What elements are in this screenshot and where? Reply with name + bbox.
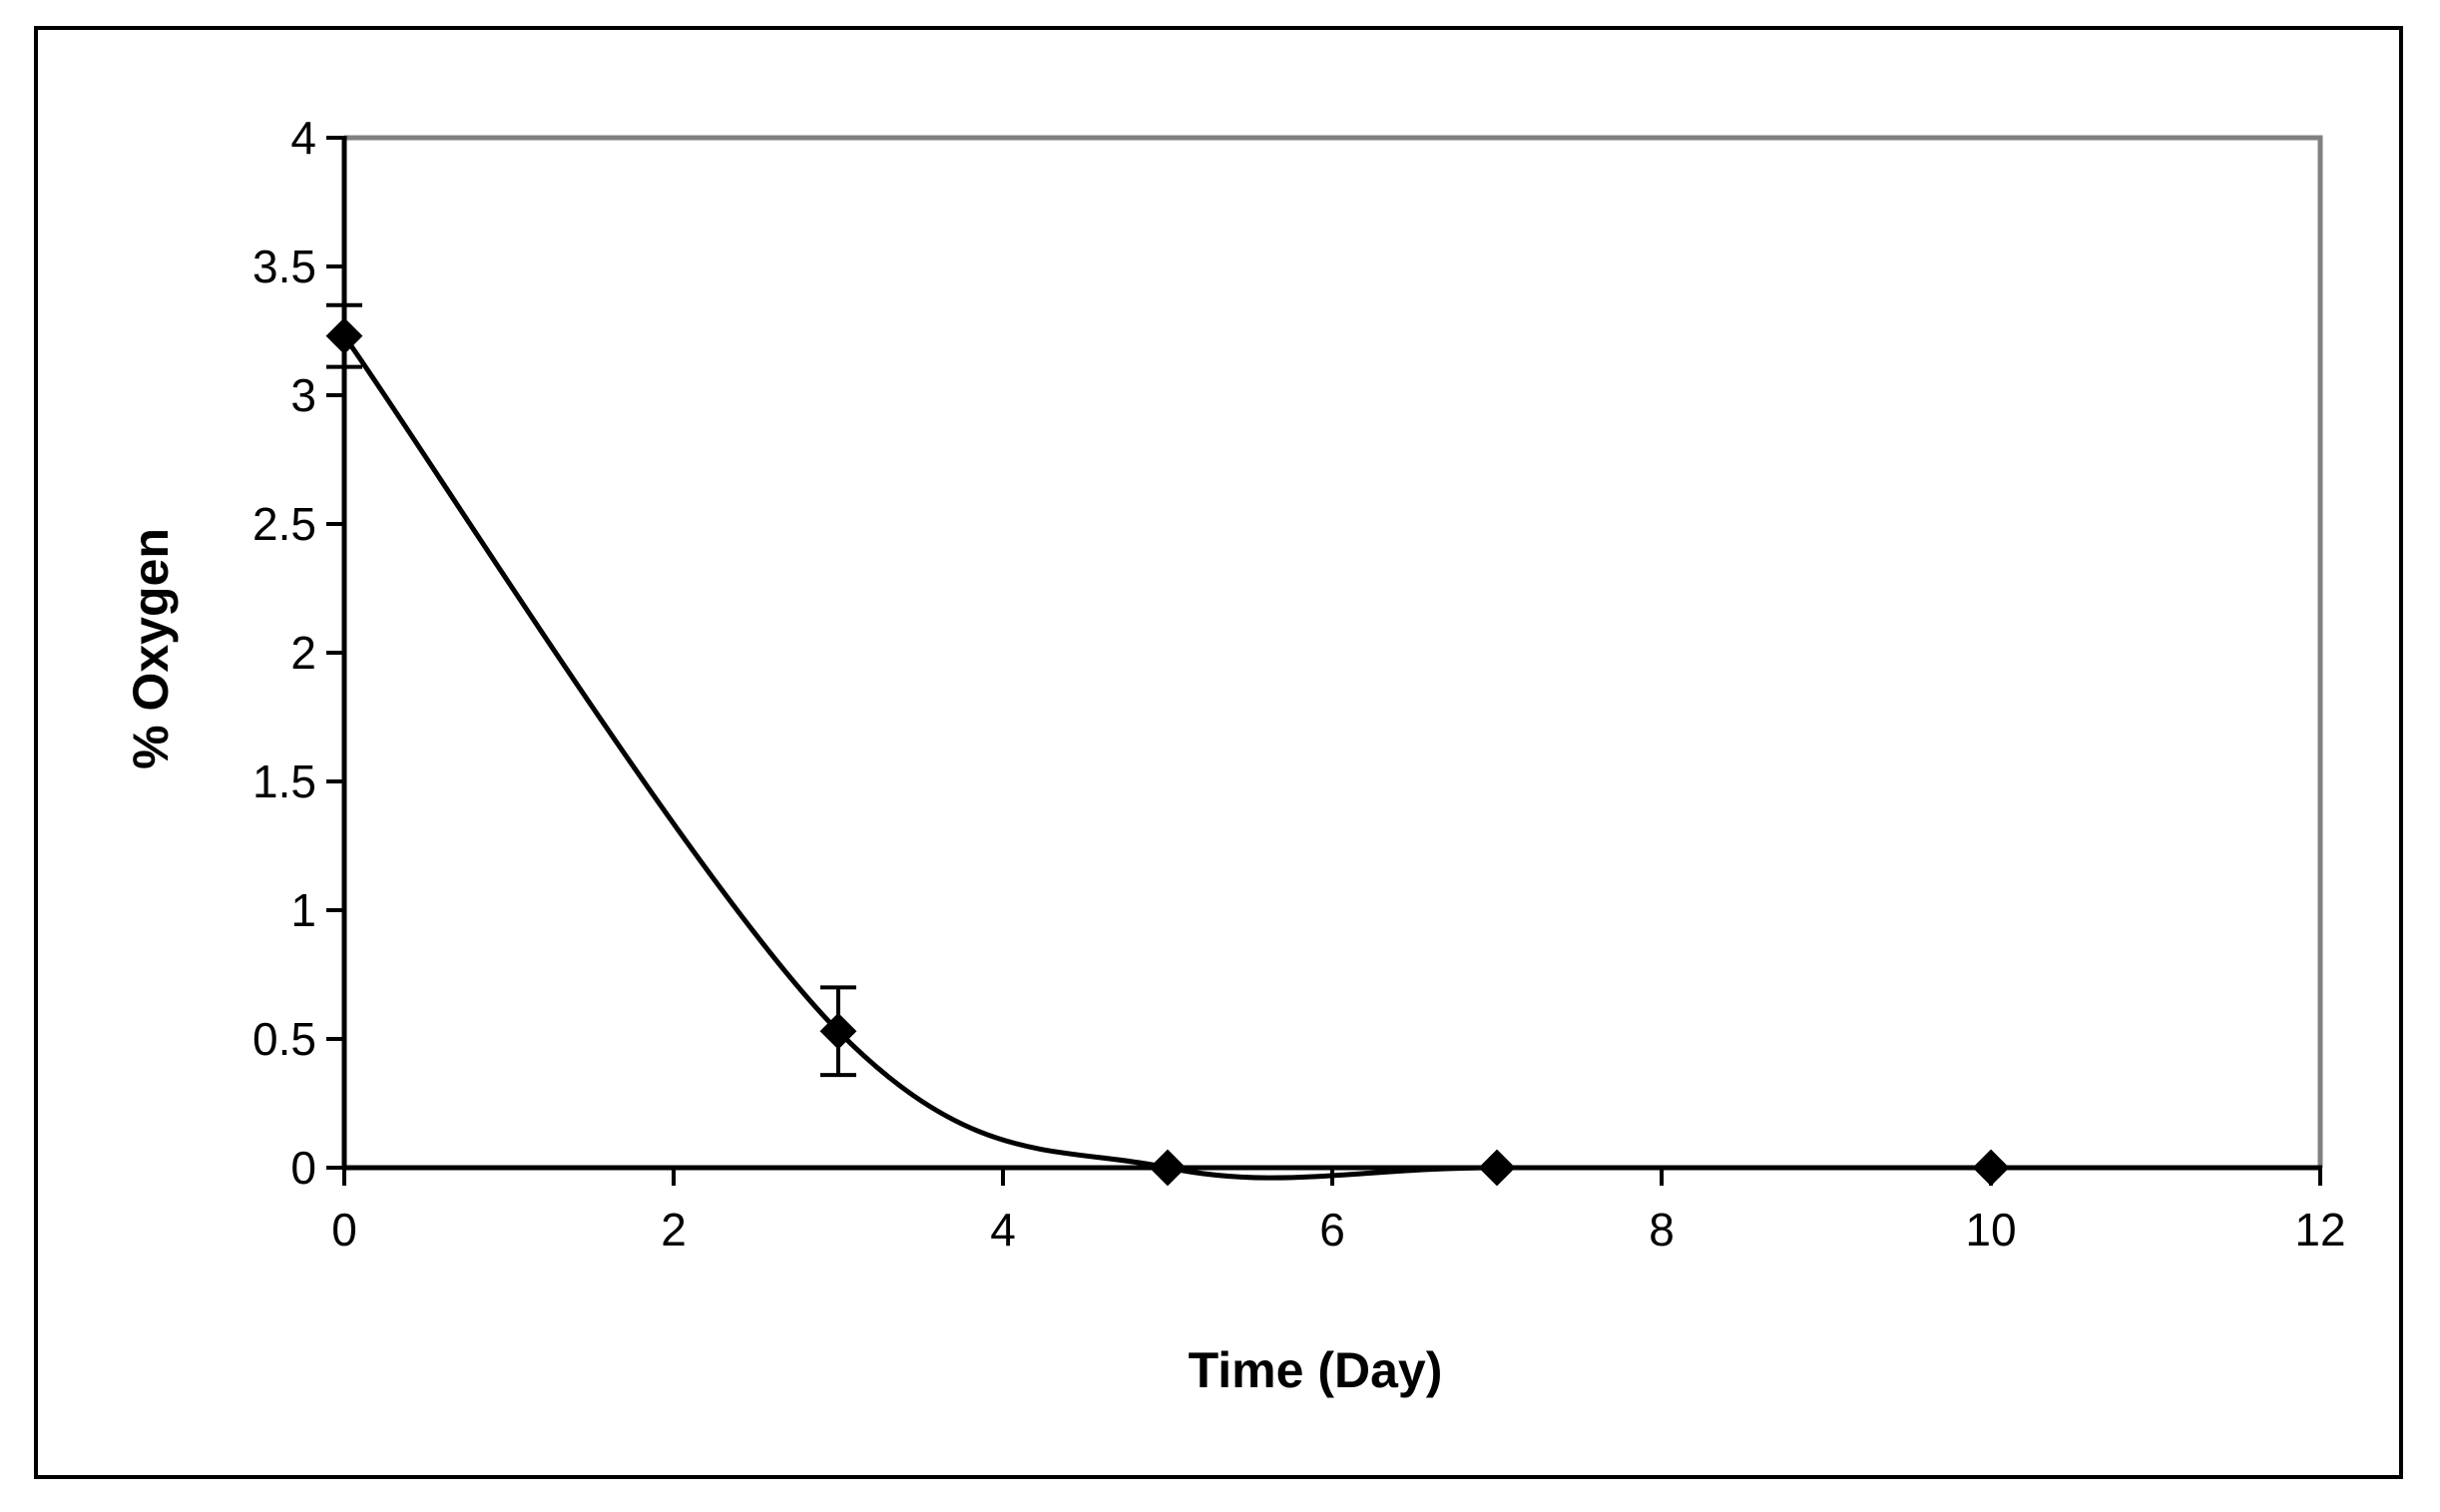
x-tick-label: 6 — [1319, 1204, 1345, 1256]
plot-area-border — [344, 135, 2323, 1168]
x-tick-label: 10 — [1965, 1204, 2016, 1256]
y-axis-title: % Oxygen — [123, 528, 179, 769]
y-tick-label: 3.5 — [252, 241, 316, 292]
x-tick-label: 0 — [331, 1204, 357, 1256]
y-tick-label: 0.5 — [252, 1013, 316, 1065]
series-line — [341, 334, 1991, 1181]
x-tick-label: 12 — [2294, 1204, 2345, 1256]
data-point-marker — [1478, 1149, 1516, 1187]
x-tick-label: 2 — [661, 1204, 687, 1256]
y-tick-label: 0 — [290, 1142, 316, 1194]
y-tick-label: 4 — [290, 112, 316, 164]
data-point-marker — [819, 1012, 857, 1050]
x-axis-title: Time (Day) — [1189, 1342, 1443, 1398]
y-tick-label: 1.5 — [252, 756, 316, 807]
y-tick-label: 2.5 — [252, 498, 316, 550]
x-tick-label: 4 — [990, 1204, 1016, 1256]
data-point-marker — [325, 317, 363, 355]
data-point-marker — [1149, 1149, 1187, 1187]
x-tick-label: 8 — [1649, 1204, 1675, 1256]
y-tick-label: 1 — [290, 884, 316, 936]
y-tick-label: 2 — [290, 627, 316, 679]
data-point-marker — [1972, 1149, 2010, 1187]
y-tick-label: 3 — [290, 369, 316, 421]
chart-frame — [34, 26, 2403, 1479]
